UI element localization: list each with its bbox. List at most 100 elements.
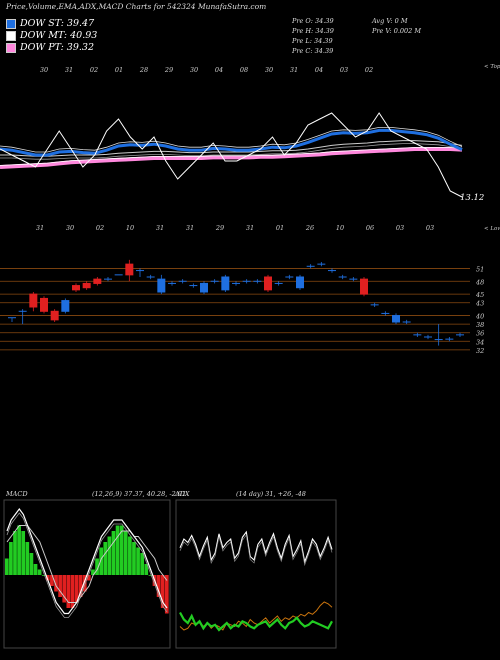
- bottom-date-label: 02: [96, 224, 104, 232]
- ema-long-line: [0, 147, 463, 169]
- dow-pt-swatch: [6, 42, 16, 53]
- macd-histogram-bar: [13, 531, 17, 575]
- macd-histogram-bar: [9, 542, 13, 575]
- candle-body: [40, 297, 48, 312]
- adx-label: ADX: [175, 490, 190, 498]
- dow-st-swatch: [6, 18, 16, 29]
- price-line: [0, 112, 463, 198]
- quote-avg-volume: Avg V: 0 M: [372, 17, 408, 25]
- quote-open: Pre O: 34.39: [292, 17, 334, 25]
- top-date-label: 04: [215, 66, 223, 74]
- candle-body: [125, 263, 134, 276]
- candle-body: [296, 276, 304, 289]
- macd-histogram-bar: [91, 569, 95, 575]
- macd-histogram-bar: [119, 525, 124, 575]
- bottom-date-label: 31: [156, 224, 164, 232]
- macd-histogram-bar: [37, 569, 42, 575]
- macd-histogram-bar: [33, 564, 38, 575]
- bottom-date-label: 29: [215, 224, 224, 232]
- candle-body: [29, 293, 38, 308]
- quote-low: Pre L: 34.39: [292, 37, 333, 45]
- bottom-date-label: 10: [336, 224, 344, 232]
- candle-body: [221, 276, 230, 291]
- candle-body: [360, 278, 368, 295]
- adx-chart: [175, 499, 337, 649]
- macd-histogram-bar: [128, 536, 132, 575]
- candle-body: [61, 300, 70, 312]
- macd-histogram-bar: [111, 531, 116, 575]
- macd-histogram-bar: [66, 575, 71, 608]
- macd-histogram-bar: [58, 575, 62, 597]
- bottom-date-label: 03: [426, 224, 434, 232]
- macd-histogram-bar: [41, 575, 46, 576]
- macd-histogram-bar: [4, 558, 9, 575]
- macd-histogram-bar: [140, 553, 145, 575]
- price-level-label: 34: [476, 338, 484, 346]
- chart-title: Price,Volume,EMA,ADX,MACD Charts for 542…: [6, 2, 267, 11]
- price-level-label: 36: [476, 330, 484, 338]
- top-date-label: 31: [65, 66, 73, 74]
- macd-signal-line: [6, 525, 168, 603]
- adx-di-minus-line: [179, 611, 333, 632]
- bottom-date-label: 01: [276, 224, 284, 232]
- macd-histogram-bar: [160, 575, 165, 608]
- bottom-date-label: 31: [36, 224, 44, 232]
- dow-mt-legend: DOW MT: 40.93: [6, 30, 97, 41]
- candle-body: [200, 282, 208, 293]
- macd-histogram-bar: [74, 575, 79, 603]
- price-level-label: 43: [475, 300, 484, 308]
- macd-line: [6, 507, 168, 615]
- top-date-label: 29: [164, 66, 173, 74]
- macd-histogram-bar: [21, 531, 26, 575]
- macd-histogram-bar: [54, 575, 58, 592]
- price-level-label: 32: [476, 347, 484, 355]
- macd-histogram-bar: [107, 536, 112, 575]
- lows-label: < Lows: [484, 226, 500, 232]
- price-ema-chart: 30 31 02 01 28 29 30 04 08 30 31 04 03 02 31 30 02 10 31 31…: [0, 64, 500, 232]
- macd-histogram-bar: [17, 525, 21, 575]
- macd-histogram-bar: [95, 558, 99, 575]
- top-date-label: 28: [139, 66, 148, 74]
- bottom-date-label: 31: [246, 224, 254, 232]
- macd-histogram-bar: [103, 542, 108, 575]
- macd-chart: [3, 499, 171, 649]
- candle-body: [72, 285, 80, 291]
- macd-histogram-bar: [62, 575, 67, 603]
- dow-mt-swatch: [6, 30, 16, 41]
- macd-histogram-bar: [123, 531, 128, 575]
- macd-histogram-bar: [132, 542, 136, 575]
- macd-histogram-bar: [136, 547, 140, 575]
- macd-label: MACD: [6, 490, 28, 498]
- price-level-label: 51: [476, 265, 484, 273]
- macd-histogram-bar: [78, 575, 83, 597]
- ema-mid-line: [0, 140, 463, 157]
- candle-body: [50, 310, 59, 321]
- price-level-label: 40: [475, 313, 484, 321]
- ema-short-edge: [0, 127, 463, 153]
- quote-close: Pre C: 34.39: [292, 47, 334, 55]
- ema-long-edge: [0, 147, 463, 166]
- bottom-date-label: 03: [396, 224, 404, 232]
- dow-pt-label: DOW PT: 39.32: [20, 42, 94, 53]
- macd-histogram-bar: [25, 542, 30, 575]
- quote-high: Pre H: 34.39: [292, 27, 334, 35]
- dow-st-label: DOW ST: 39.47: [20, 18, 95, 29]
- adx-params: (14 day) 31, +26, -48: [236, 490, 306, 498]
- last-price-label: 13.12: [460, 193, 484, 203]
- macd-histogram-bar: [115, 525, 120, 575]
- quote-pre-volume: Pre V: 0.002 M: [372, 27, 422, 35]
- candle-body: [157, 278, 166, 293]
- candle-body: [93, 278, 102, 284]
- top-date-label: 04: [315, 66, 323, 74]
- bottom-date-label: 06: [366, 224, 374, 232]
- adx-di-plus-line: [179, 530, 333, 564]
- macd-histogram-bar: [45, 575, 50, 581]
- bottom-date-label: 26: [305, 224, 314, 232]
- macd-histogram-bar: [156, 575, 161, 597]
- candle-body: [82, 282, 91, 289]
- top-date-label: 31: [290, 66, 298, 74]
- top-date-label: 02: [90, 66, 98, 74]
- macd-histogram-bar: [50, 575, 54, 586]
- top-date-label: 08: [240, 66, 248, 74]
